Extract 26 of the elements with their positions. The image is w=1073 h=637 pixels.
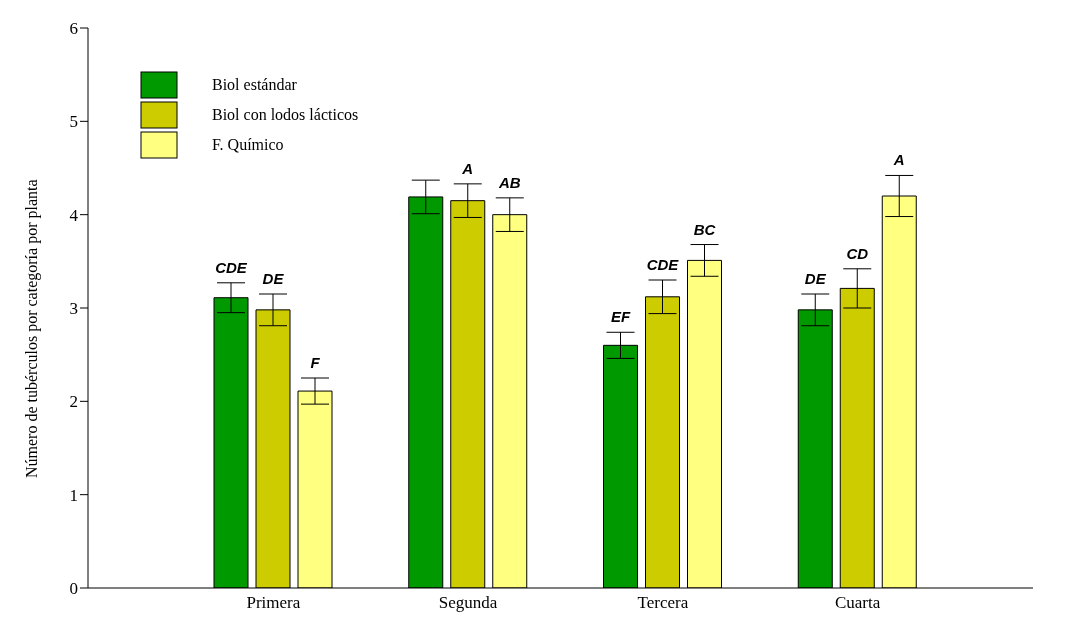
x-tick-label: Tercera xyxy=(637,593,689,613)
data-label: BC xyxy=(693,220,717,238)
x-tick-label: Segunda xyxy=(438,593,498,613)
x-tick-label: Primera xyxy=(246,593,301,613)
data-label: CD xyxy=(846,244,869,262)
y-tick-label: 5 xyxy=(69,112,78,132)
data-label: DE xyxy=(262,270,285,287)
data-label: A xyxy=(461,159,474,177)
y-tick-label: 0 xyxy=(69,579,78,599)
y-axis-title: Número de tubérculos por categoría por planta xyxy=(22,179,41,478)
legend-label: F. Químico xyxy=(212,136,284,154)
data-label: A xyxy=(892,151,905,169)
y-tick-label: 1 xyxy=(69,485,78,505)
data-label: DE xyxy=(804,270,827,287)
data-label: EF xyxy=(610,308,631,326)
data-label: CDE xyxy=(215,258,248,276)
data-label: CDE xyxy=(646,256,680,273)
data-label: AB xyxy=(497,173,521,191)
x-tick-label: Cuarta xyxy=(834,593,881,613)
y-tick-label: 3 xyxy=(69,299,78,319)
legend-label: Biol estándar xyxy=(212,76,297,94)
y-tick-label: 4 xyxy=(69,205,79,225)
y-tick-label: 2 xyxy=(69,392,78,412)
legend-label: Biol con lodos lácticos xyxy=(212,106,359,124)
data-label: F xyxy=(310,354,321,371)
y-tick-label: 6 xyxy=(69,19,78,39)
